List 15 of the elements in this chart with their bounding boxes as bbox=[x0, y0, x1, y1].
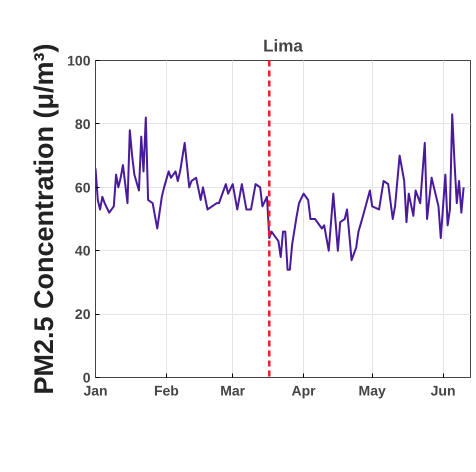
y-tick-label: 0 bbox=[82, 370, 91, 386]
x-tick-label: Mar bbox=[220, 382, 246, 398]
x-tick-label: Jan bbox=[83, 382, 108, 398]
y-axis-title: PM2.5 Concentration (μ/m³) bbox=[29, 43, 60, 395]
y-tick-label: 40 bbox=[74, 242, 91, 259]
line-series bbox=[96, 113, 465, 271]
chart-title: Lima bbox=[263, 36, 304, 56]
y-tick-label: 80 bbox=[74, 116, 91, 132]
y-tick-label: 100 bbox=[67, 52, 91, 68]
x-tick-label: May bbox=[358, 382, 386, 398]
x-tick-label: Apr bbox=[292, 382, 316, 398]
x-tick-label: Feb bbox=[154, 382, 179, 398]
y-tick-label: 60 bbox=[74, 179, 91, 196]
y-tick-label: 20 bbox=[74, 306, 91, 322]
x-tick-label: Jun bbox=[430, 382, 456, 398]
